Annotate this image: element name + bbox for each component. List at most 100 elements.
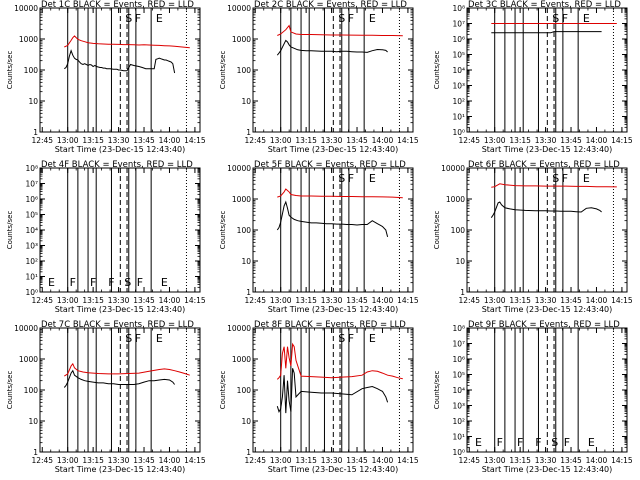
x-axis-label: Start Time (23-Dec-15 12:43:40) xyxy=(482,305,613,314)
x-tick-label: 14:00 xyxy=(586,456,608,465)
interval-letter: E xyxy=(369,332,376,345)
panel-title: Det 4F BLACK = Events, RED = LLD xyxy=(41,160,193,170)
y-tick-label: 10000 xyxy=(14,4,38,13)
y-tick-label: 10000 xyxy=(227,164,251,173)
y-tick-label: 100 xyxy=(237,66,252,75)
x-tick-label: 13:00 xyxy=(57,296,79,305)
y-tick-label: 10 xyxy=(28,97,38,106)
y-tick-label: 10⁷ xyxy=(452,20,465,29)
y-tick-label: 10⁰ xyxy=(452,128,465,137)
x-tick-label: 13:00 xyxy=(270,136,292,145)
y-tick-label: 10 xyxy=(241,417,251,426)
y-tick-label: 10⁸ xyxy=(25,164,38,173)
x-tick-label: 13:00 xyxy=(57,136,79,145)
x-tick-label: 14:15 xyxy=(184,296,206,305)
x-tick-label: 13:15 xyxy=(82,296,104,305)
panel-title: Det 8F BLACK = Events, RED = LLD xyxy=(254,320,406,330)
y-tick-label: 1000 xyxy=(232,195,251,204)
lld-series-line xyxy=(491,183,617,188)
interval-letter: E xyxy=(588,436,595,449)
x-tick-label: 12:45 xyxy=(458,136,480,145)
y-axis-label: Counts/sec xyxy=(6,211,14,250)
y-axis-label: Counts/sec xyxy=(219,211,227,250)
y-tick-label: 1 xyxy=(246,288,251,297)
x-axis-label: Start Time (23-Dec-15 12:43:40) xyxy=(482,145,613,154)
x-tick-label: 13:15 xyxy=(509,456,531,465)
y-tick-label: 10⁴ xyxy=(452,386,465,395)
x-tick-label: 13:30 xyxy=(108,456,130,465)
y-tick-label: 1 xyxy=(246,448,251,457)
x-tick-label: 13:15 xyxy=(509,136,531,145)
interval-letter: F xyxy=(564,436,570,449)
x-axis-label: Start Time (23-Dec-15 12:43:40) xyxy=(482,465,613,474)
interval-letter: S xyxy=(338,332,345,345)
interval-letter: F xyxy=(108,276,114,289)
x-tick-label: 14:00 xyxy=(372,136,394,145)
panel-title: Det 6F BLACK = Events, RED = LLD xyxy=(468,160,620,170)
y-tick-label: 10⁶ xyxy=(452,35,465,44)
panel-title: Det 1C BLACK = Events, RED = LLD xyxy=(41,0,194,10)
x-tick-label: 13:45 xyxy=(133,136,155,145)
x-tick-label: 14:00 xyxy=(372,296,394,305)
y-tick-label: 10⁵ xyxy=(452,51,465,60)
events-series-line xyxy=(276,39,388,56)
x-tick-label: 14:15 xyxy=(184,456,206,465)
x-tick-label: 13:45 xyxy=(560,136,582,145)
x-tick-label: 14:00 xyxy=(372,456,394,465)
interval-letter: S xyxy=(125,12,132,25)
interval-letter: E xyxy=(48,276,55,289)
x-tick-label: 13:00 xyxy=(57,456,79,465)
y-tick-label: 10⁶ xyxy=(452,355,465,364)
y-axis-label: Counts/sec xyxy=(6,371,14,410)
detector-panel-7: Det 7C BLACK = Events, RED = LLD Counts/s… xyxy=(6,320,206,474)
y-tick-label: 10 xyxy=(241,257,251,266)
x-tick-label: 14:15 xyxy=(611,456,633,465)
x-tick-label: 13:30 xyxy=(108,136,130,145)
y-tick-label: 10² xyxy=(452,417,465,426)
y-tick-label: 10⁵ xyxy=(25,211,38,220)
x-tick-label: 14:15 xyxy=(397,296,419,305)
x-tick-label: 13:15 xyxy=(295,136,317,145)
interval-letter: F xyxy=(562,172,568,185)
x-tick-label: 13:15 xyxy=(82,136,104,145)
y-tick-label: 10000 xyxy=(227,324,251,333)
panel-title: Det 7C BLACK = Events, RED = LLD xyxy=(41,320,194,330)
interval-letter: F xyxy=(517,436,523,449)
x-tick-label: 13:45 xyxy=(346,456,368,465)
x-tick-label: 12:45 xyxy=(31,136,53,145)
interval-letter: E xyxy=(156,332,163,345)
lld-series-line xyxy=(277,24,403,37)
events-series-line xyxy=(276,200,389,238)
x-tick-label: 13:30 xyxy=(535,136,557,145)
interval-letter: E xyxy=(583,12,590,25)
events-series-line xyxy=(63,369,176,388)
x-tick-label: 13:45 xyxy=(133,296,155,305)
x-tick-label: 12:45 xyxy=(31,296,53,305)
interval-letter: E xyxy=(583,172,590,185)
x-tick-label: 13:30 xyxy=(321,136,343,145)
y-tick-label: 100 xyxy=(237,226,252,235)
y-tick-label: 100 xyxy=(237,386,252,395)
y-tick-label: 1000 xyxy=(446,195,465,204)
x-tick-label: 13:00 xyxy=(484,456,506,465)
x-tick-label: 12:45 xyxy=(244,296,266,305)
x-axis-label: Start Time (23-Dec-15 12:43:40) xyxy=(268,145,399,154)
interval-letter: S xyxy=(551,436,558,449)
interval-letter: E xyxy=(475,436,482,449)
y-tick-label: 100 xyxy=(24,66,39,75)
detector-panel-9: Det 9F BLACK = Events, RED = LLD Counts/s… xyxy=(433,320,633,474)
interval-letter: E xyxy=(156,12,163,25)
x-tick-label: 13:30 xyxy=(321,456,343,465)
y-tick-label: 10¹ xyxy=(25,273,38,282)
y-tick-label: 10¹ xyxy=(452,113,465,122)
x-tick-label: 13:30 xyxy=(108,296,130,305)
y-tick-label: 1000 xyxy=(19,35,38,44)
detector-panel-8: Det 8F BLACK = Events, RED = LLD Counts/s… xyxy=(219,320,419,474)
y-axis-label: Counts/sec xyxy=(433,371,441,410)
y-axis-label: Counts/sec xyxy=(6,51,14,90)
y-tick-label: 10³ xyxy=(25,242,38,251)
x-axis-label: Start Time (23-Dec-15 12:43:40) xyxy=(55,465,186,474)
panel-title: Det 5F BLACK = Events, RED = LLD xyxy=(254,160,406,170)
x-tick-label: 13:00 xyxy=(484,136,506,145)
